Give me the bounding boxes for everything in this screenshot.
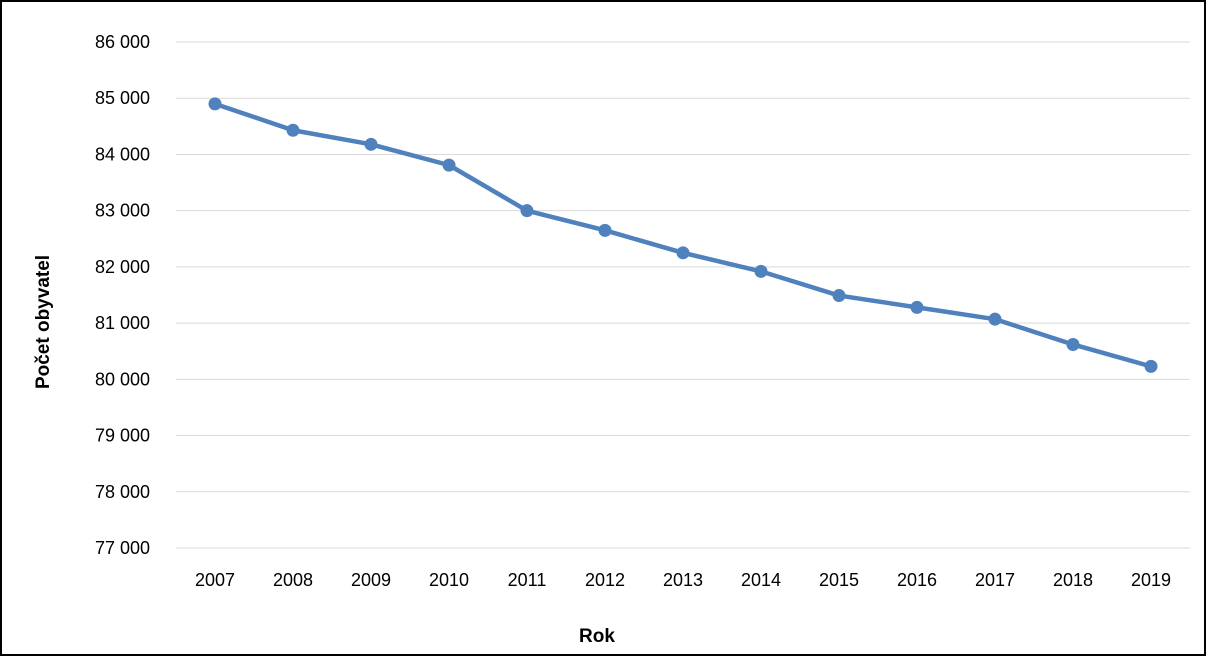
x-tick-label: 2011 <box>508 570 547 590</box>
x-tick-label: 2007 <box>195 570 235 590</box>
y-tick-label: 83 000 <box>95 201 150 221</box>
data-point <box>1066 337 1080 351</box>
data-point <box>364 137 378 151</box>
x-tick-label: 2018 <box>1053 570 1093 590</box>
y-tick-label: 81 000 <box>95 313 150 333</box>
y-tick-label: 86 000 <box>95 32 150 52</box>
data-point <box>1144 359 1158 373</box>
series-layer <box>208 97 1158 373</box>
data-point <box>286 123 300 137</box>
data-point <box>520 204 534 218</box>
data-point <box>208 97 222 111</box>
data-point <box>754 264 768 278</box>
x-tick-label: 2019 <box>1131 570 1171 590</box>
y-tick-label: 82 000 <box>95 257 150 277</box>
y-axis-title: Počet obyvatel <box>33 255 54 389</box>
data-point <box>910 300 924 314</box>
data-point <box>442 158 456 172</box>
y-tick-label: 78 000 <box>95 482 150 502</box>
data-point <box>988 312 1002 326</box>
x-tick-label: 2008 <box>273 570 313 590</box>
gridlines <box>176 41 1190 549</box>
y-axis-ticks: 77 000 78 000 79 000 80 000 81 000 82 000 83 0… <box>95 32 150 558</box>
x-tick-label: 2009 <box>351 570 391 590</box>
x-tick-label: 2013 <box>663 570 703 590</box>
x-tick-label: 2015 <box>819 570 859 590</box>
data-point <box>676 246 690 260</box>
y-tick-label: 84 000 <box>95 144 150 164</box>
series-line <box>212 101 1154 369</box>
y-tick-label: 79 000 <box>95 426 150 446</box>
data-point <box>832 289 846 303</box>
data-point <box>598 223 612 237</box>
y-tick-label: 80 000 <box>95 369 150 389</box>
x-axis-ticks: 2007 2008 2009 2010 2011 2012 2013 2014 2015 2016… <box>195 570 1171 590</box>
x-tick-label: 2014 <box>741 570 781 590</box>
x-tick-label: 2017 <box>975 570 1015 590</box>
x-tick-label: 2016 <box>897 570 937 590</box>
x-tick-label: 2010 <box>429 570 469 590</box>
y-tick-label: 77 000 <box>95 538 150 558</box>
x-axis-title: Rok <box>579 626 615 647</box>
x-tick-label: 2012 <box>585 570 625 590</box>
y-tick-label: 85 000 <box>95 88 150 108</box>
